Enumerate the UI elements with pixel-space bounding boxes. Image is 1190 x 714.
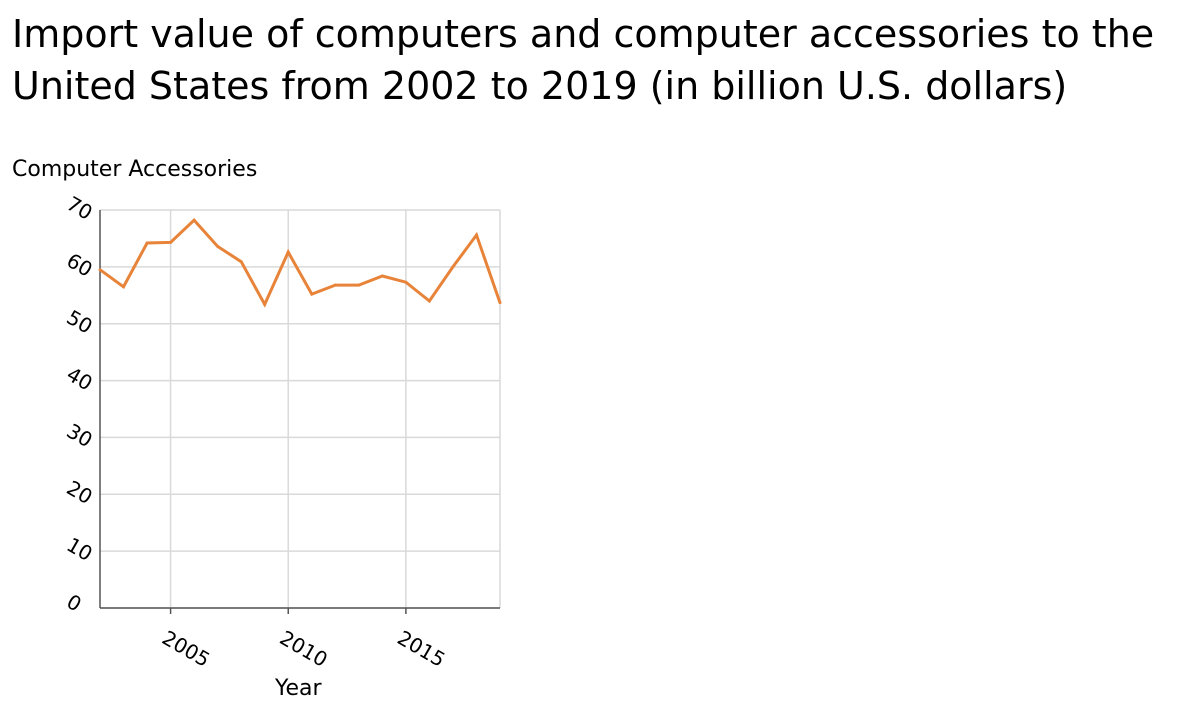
x-axis-label: Year — [275, 676, 322, 701]
data-point — [310, 292, 314, 296]
data-point — [380, 274, 384, 278]
data-point — [145, 241, 149, 245]
y-tick-label: 60 — [63, 248, 97, 282]
chart-title: Import value of computers and computer a… — [12, 12, 1155, 108]
data-point — [427, 299, 431, 303]
data-point — [98, 268, 102, 272]
data-point — [122, 285, 126, 289]
tick-labels: 0 10 20 30 40 50 60 70 2005 2010 2015 — [63, 191, 450, 671]
data-point — [404, 280, 408, 284]
data-point — [192, 218, 196, 222]
y-tick-label: 10 — [63, 532, 97, 566]
data-point — [474, 233, 478, 237]
data-point — [286, 250, 290, 254]
x-tick-label: 2005 — [158, 626, 214, 672]
data-point — [169, 240, 173, 244]
y-tick-label: 70 — [63, 191, 97, 225]
x-tick-label: 2015 — [393, 626, 449, 672]
data-point — [239, 260, 243, 264]
y-tick-label: 50 — [63, 305, 97, 339]
y-tick-label: 20 — [63, 476, 97, 510]
series — [98, 218, 502, 308]
data-point — [333, 283, 337, 287]
y-axis-label: Computer Accessories — [12, 157, 258, 182]
y-tick-label: 30 — [63, 419, 97, 453]
data-point — [498, 301, 502, 305]
axes — [99, 210, 500, 614]
y-tick-label: 0 — [63, 589, 86, 616]
data-point — [263, 302, 267, 306]
x-tick-label: 2010 — [276, 626, 332, 672]
grid — [100, 209, 501, 609]
series-line — [99, 218, 502, 308]
data-point — [451, 265, 455, 269]
data-point — [216, 244, 220, 248]
data-point — [357, 283, 361, 287]
y-tick-label: 40 — [63, 362, 97, 396]
